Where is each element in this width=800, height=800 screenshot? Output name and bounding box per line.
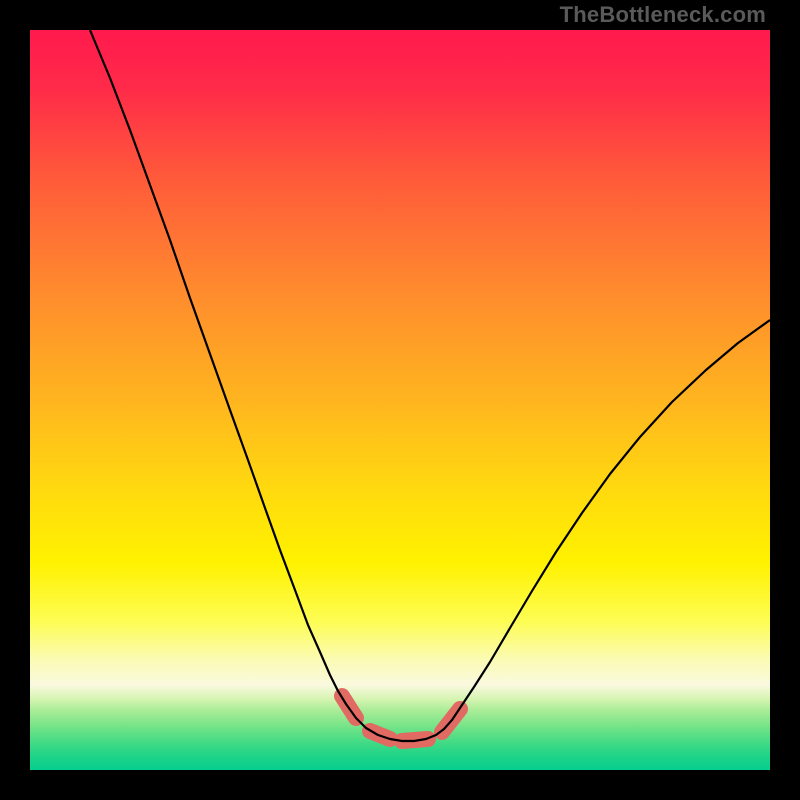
plot-area xyxy=(30,30,770,770)
watermark-text: TheBottleneck.com xyxy=(560,2,766,28)
bottleneck-curve xyxy=(90,30,770,741)
chart-frame: TheBottleneck.com xyxy=(0,0,800,800)
bottleneck-curve-svg xyxy=(30,30,770,770)
